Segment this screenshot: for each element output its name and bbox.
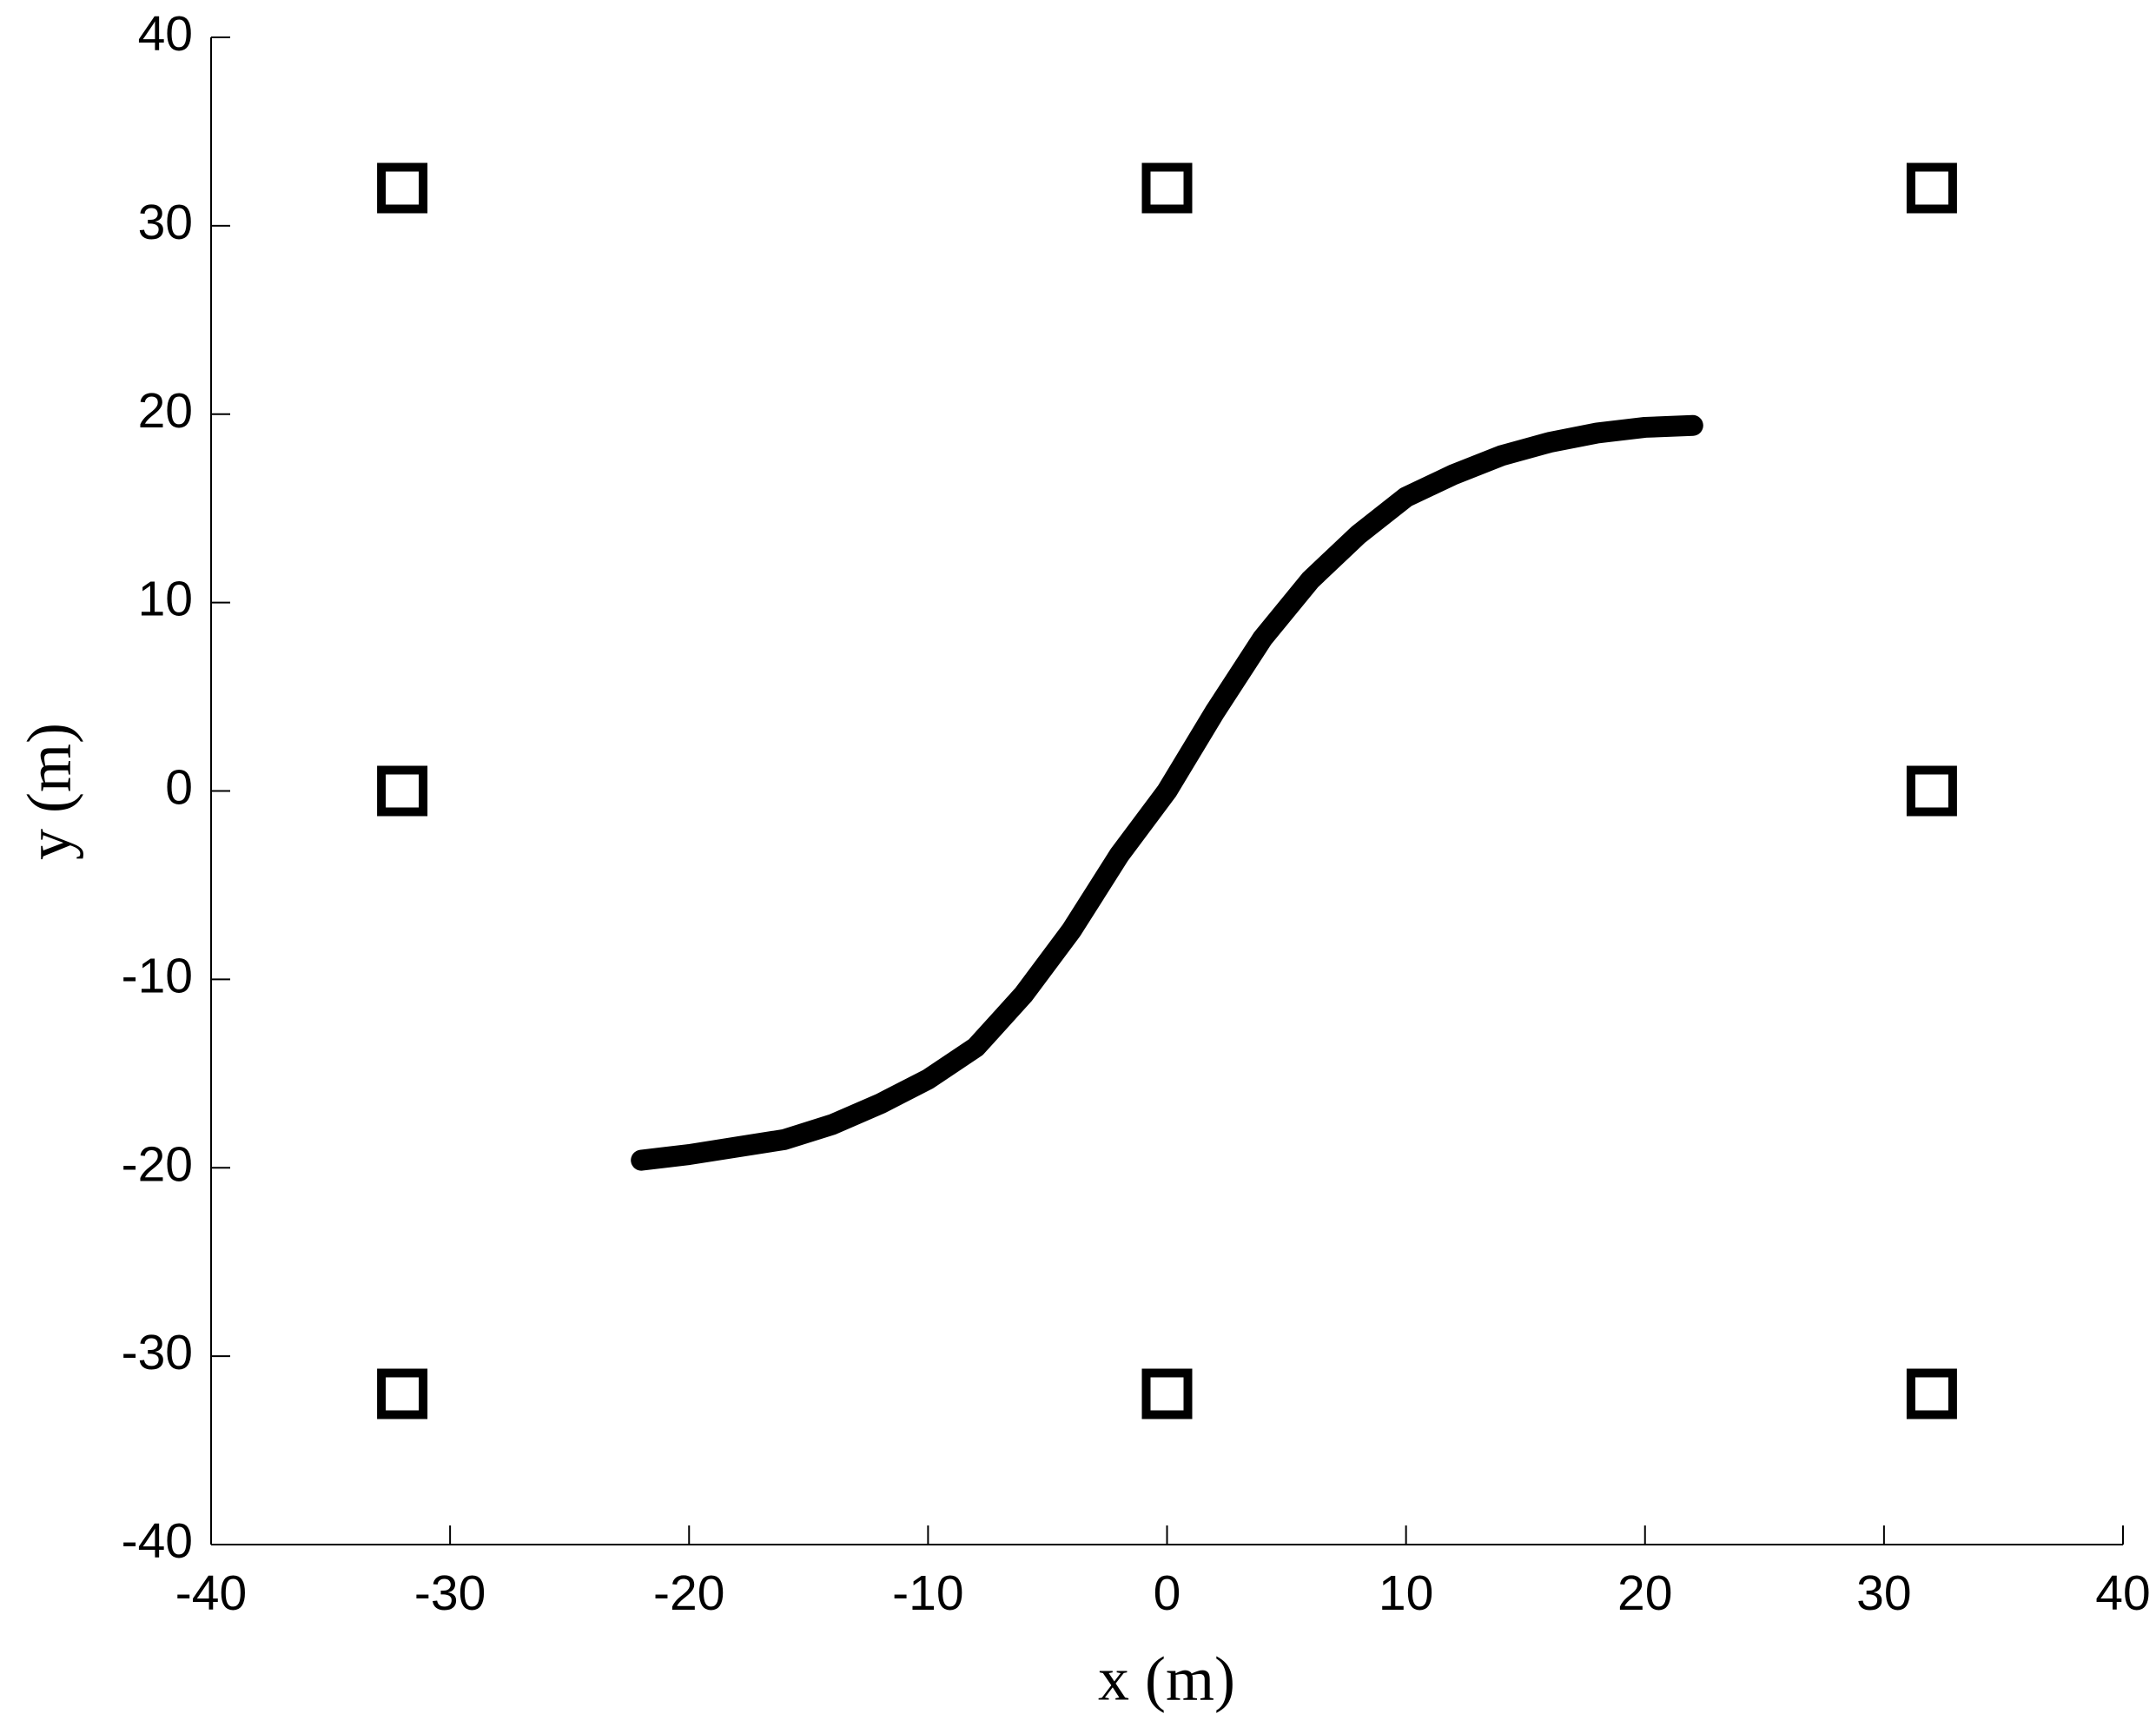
x-axis-label: x (m) [1098,1644,1235,1714]
y-tick-label: -20 [122,1136,193,1192]
square-marker [1141,162,1193,214]
x-tick-label: 0 [1154,1565,1181,1621]
x-tick-label: 10 [1379,1565,1433,1621]
square-marker [1141,1368,1193,1419]
square-marker [377,1368,428,1419]
trajectory [631,414,1703,1171]
square-marker [377,765,428,817]
y-tick-label: -40 [122,1513,193,1569]
y-tick-label: -30 [122,1325,193,1380]
x-tick-label: 20 [1617,1565,1672,1621]
x-tick-label: 30 [1856,1565,1911,1621]
x-tick-label: -40 [175,1565,247,1621]
square-marker [1906,162,1957,214]
y-tick-label: -10 [122,948,193,1003]
y-tick-label: 40 [138,6,193,62]
x-tick-label: -10 [892,1565,963,1621]
y-tick-label: 10 [138,572,193,627]
y-tick-label: 0 [165,760,193,816]
square-marker [377,162,428,214]
y-tick-label: 20 [138,383,193,439]
x-tick-label: -20 [653,1565,724,1621]
square-marker [1906,765,1957,817]
x-tick-label: -30 [414,1565,486,1621]
y-tick-label: 30 [138,195,193,250]
square-marker [1906,1368,1957,1419]
y-axis-label: y (m) [15,723,84,860]
x-tick-label: 40 [2095,1565,2150,1621]
